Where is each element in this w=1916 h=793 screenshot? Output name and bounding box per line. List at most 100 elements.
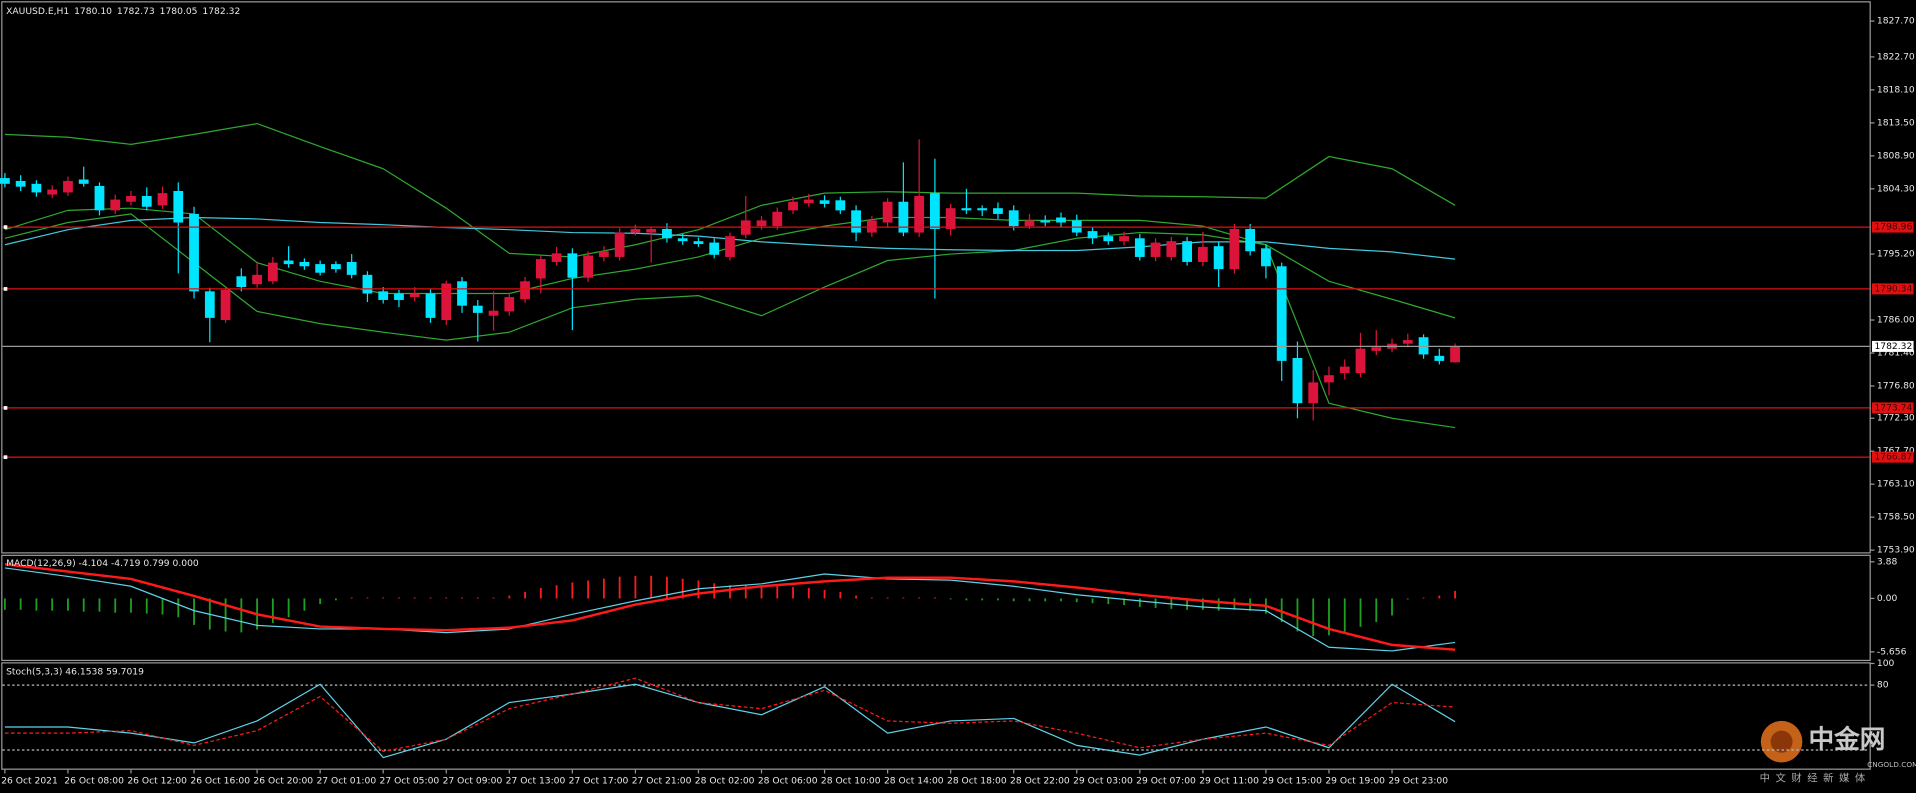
candle-body <box>961 208 972 211</box>
candle-body <box>803 199 814 204</box>
candle-body <box>362 274 373 294</box>
main-pane-frame <box>1 1 1871 554</box>
x-tick-label: 28 Oct 18:00 <box>947 775 1007 786</box>
candle-body <box>126 196 136 202</box>
candle-body <box>1308 382 1319 404</box>
candle-body <box>457 281 467 306</box>
y-tick-label: 1772.30 <box>1877 413 1915 424</box>
candle-body <box>1355 348 1366 374</box>
candle-body <box>977 208 988 211</box>
y-tick-label: 1822.70 <box>1877 51 1915 62</box>
price-label: 1782.32 <box>1874 341 1912 352</box>
candle-body <box>283 260 294 265</box>
indicator-line <box>4 567 1456 652</box>
y-tick-label: -5.656 <box>1877 646 1907 657</box>
y-tick-label: 3.88 <box>1877 556 1898 567</box>
candle-body <box>110 199 121 211</box>
candle-body <box>441 283 452 321</box>
x-tick-label: 26 Oct 20:00 <box>253 775 313 786</box>
candle-body <box>1197 246 1208 262</box>
candle-body <box>299 261 310 267</box>
candle-body <box>378 291 389 300</box>
x-tick-label: 28 Oct 06:00 <box>758 775 818 786</box>
header-value: 1782.32 <box>202 5 240 16</box>
candle-body <box>1450 346 1460 363</box>
level-label: 1766.87 <box>1874 452 1912 463</box>
y-tick-label: 1781.40 <box>1877 347 1915 358</box>
candle-body <box>220 289 231 321</box>
candle-body <box>1292 358 1303 404</box>
indicator-line <box>4 122 1456 258</box>
candle-body <box>1182 241 1193 262</box>
candle-body <box>1402 340 1413 344</box>
candle-body <box>141 196 152 207</box>
x-tick-label: 28 Oct 14:00 <box>884 775 944 786</box>
candle-body <box>1040 220 1051 223</box>
candle-body <box>409 293 420 298</box>
x-tick-label: 27 Oct 01:00 <box>316 775 376 786</box>
chart-header: XAUUSD.E,H1 1780.10 1782.73 1780.05 1782.32 <box>6 5 240 16</box>
candle-body <box>993 208 1003 214</box>
candle-body <box>583 255 594 278</box>
candle-body <box>1261 248 1271 267</box>
y-tick-label: 1763.10 <box>1877 479 1915 490</box>
candle-body <box>1166 241 1177 257</box>
candle-body <box>567 253 578 278</box>
indicator-line <box>4 213 1456 429</box>
level-anchor <box>3 455 8 459</box>
x-tick-label: 29 Oct 03:00 <box>1073 775 1133 786</box>
candle-body <box>598 251 609 257</box>
candle-body <box>520 281 530 300</box>
candle-body <box>819 200 830 204</box>
header-value: 1780.05 <box>160 5 198 16</box>
x-tick-label: 28 Oct 22:00 <box>1010 775 1070 786</box>
level-label-box <box>1872 451 1914 463</box>
candle-body <box>646 228 657 233</box>
candle-body <box>504 297 515 312</box>
candle-body <box>788 201 798 211</box>
candle-body <box>662 228 672 239</box>
header-value: 1782.73 <box>117 5 155 16</box>
watermark-slogan: 中文财经新媒体 <box>1760 771 1871 784</box>
x-tick-label: 27 Oct 21:00 <box>632 775 692 786</box>
candle-body <box>488 310 499 316</box>
candle-body <box>835 200 846 211</box>
level-label-box <box>1872 221 1914 233</box>
y-tick-label: 1808.90 <box>1877 150 1915 161</box>
x-tick-label: 26 Oct 2021 <box>1 775 58 786</box>
x-tick-label: 26 Oct 12:00 <box>127 775 187 786</box>
x-tick-label: 27 Oct 17:00 <box>569 775 629 786</box>
candle-body <box>189 213 199 292</box>
candle-body <box>1024 220 1035 227</box>
candle-body <box>772 211 783 227</box>
candle-body <box>1103 236 1114 242</box>
candle-body <box>1071 220 1082 233</box>
level-label: 1790.34 <box>1874 283 1912 294</box>
candle-body <box>1339 366 1350 374</box>
x-tick-label: 28 Oct 10:00 <box>821 775 881 786</box>
y-tick-label: 1795.20 <box>1877 249 1915 260</box>
candle-body <box>204 291 215 318</box>
candle-body <box>866 220 877 233</box>
pane-title: Stoch(5,3,3) 46.1538 59.7019 <box>6 667 144 678</box>
y-tick-label: 1776.80 <box>1877 380 1915 391</box>
candle-body <box>173 190 184 223</box>
candle-body <box>0 178 10 184</box>
candle-body <box>1119 236 1129 242</box>
candle-body <box>94 185 105 211</box>
x-tick-label: 26 Oct 08:00 <box>64 775 124 786</box>
level-anchor <box>3 225 8 229</box>
candle-body <box>394 293 404 300</box>
level-label: 1773.74 <box>1874 402 1912 413</box>
candle-body <box>331 264 341 270</box>
x-tick-label: 29 Oct 19:00 <box>1325 775 1385 786</box>
x-tick-label: 26 Oct 16:00 <box>190 775 250 786</box>
x-tick-label: 28 Oct 02:00 <box>695 775 755 786</box>
candle-body <box>1150 242 1161 257</box>
candle-body <box>535 259 546 279</box>
candle-body <box>551 253 562 262</box>
y-tick-label: 1767.70 <box>1877 446 1915 457</box>
candle-body <box>898 201 909 233</box>
y-tick-label: 0.00 <box>1877 593 1898 604</box>
